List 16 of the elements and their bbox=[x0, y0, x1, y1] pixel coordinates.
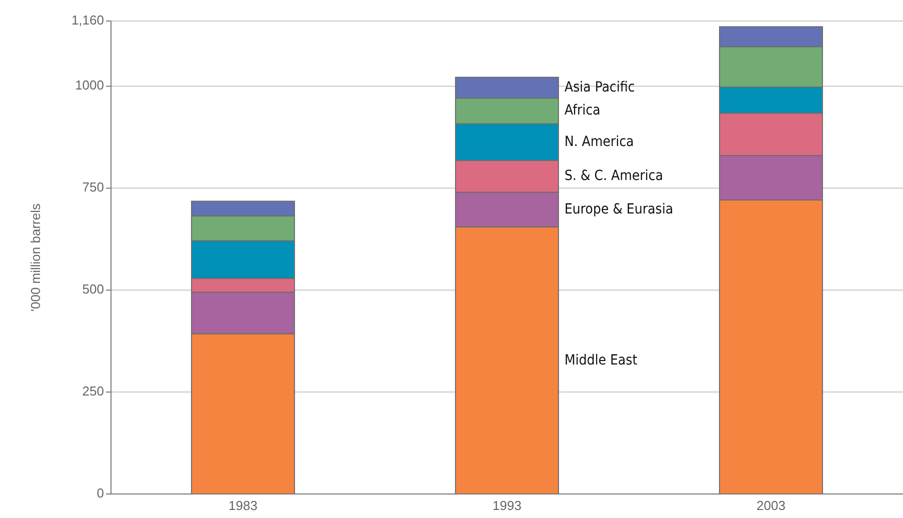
y-tick-label: 1,160 bbox=[71, 12, 104, 28]
series-label: Africa bbox=[564, 102, 600, 119]
x-tick-label: 1983 bbox=[228, 498, 258, 513]
y-tick-label: 1000 bbox=[75, 78, 104, 93]
y-tick-label: 500 bbox=[82, 282, 104, 297]
series-label: Asia Pacific bbox=[564, 79, 635, 96]
y-tick-label: 250 bbox=[82, 384, 104, 398]
x-tick-label: 2003 bbox=[756, 498, 786, 513]
series-label: Middle East bbox=[564, 352, 638, 368]
y-tick-label: 750 bbox=[82, 180, 104, 195]
y-axis-title: '000 million barrels bbox=[28, 203, 43, 312]
x-tick-label: 1993 bbox=[492, 498, 522, 513]
series-label: S. & C. America bbox=[564, 168, 664, 184]
series-label: Europe & Eurasia bbox=[564, 201, 674, 218]
y-tick-label: 0 bbox=[96, 485, 104, 500]
series-label: N. America bbox=[564, 134, 634, 150]
